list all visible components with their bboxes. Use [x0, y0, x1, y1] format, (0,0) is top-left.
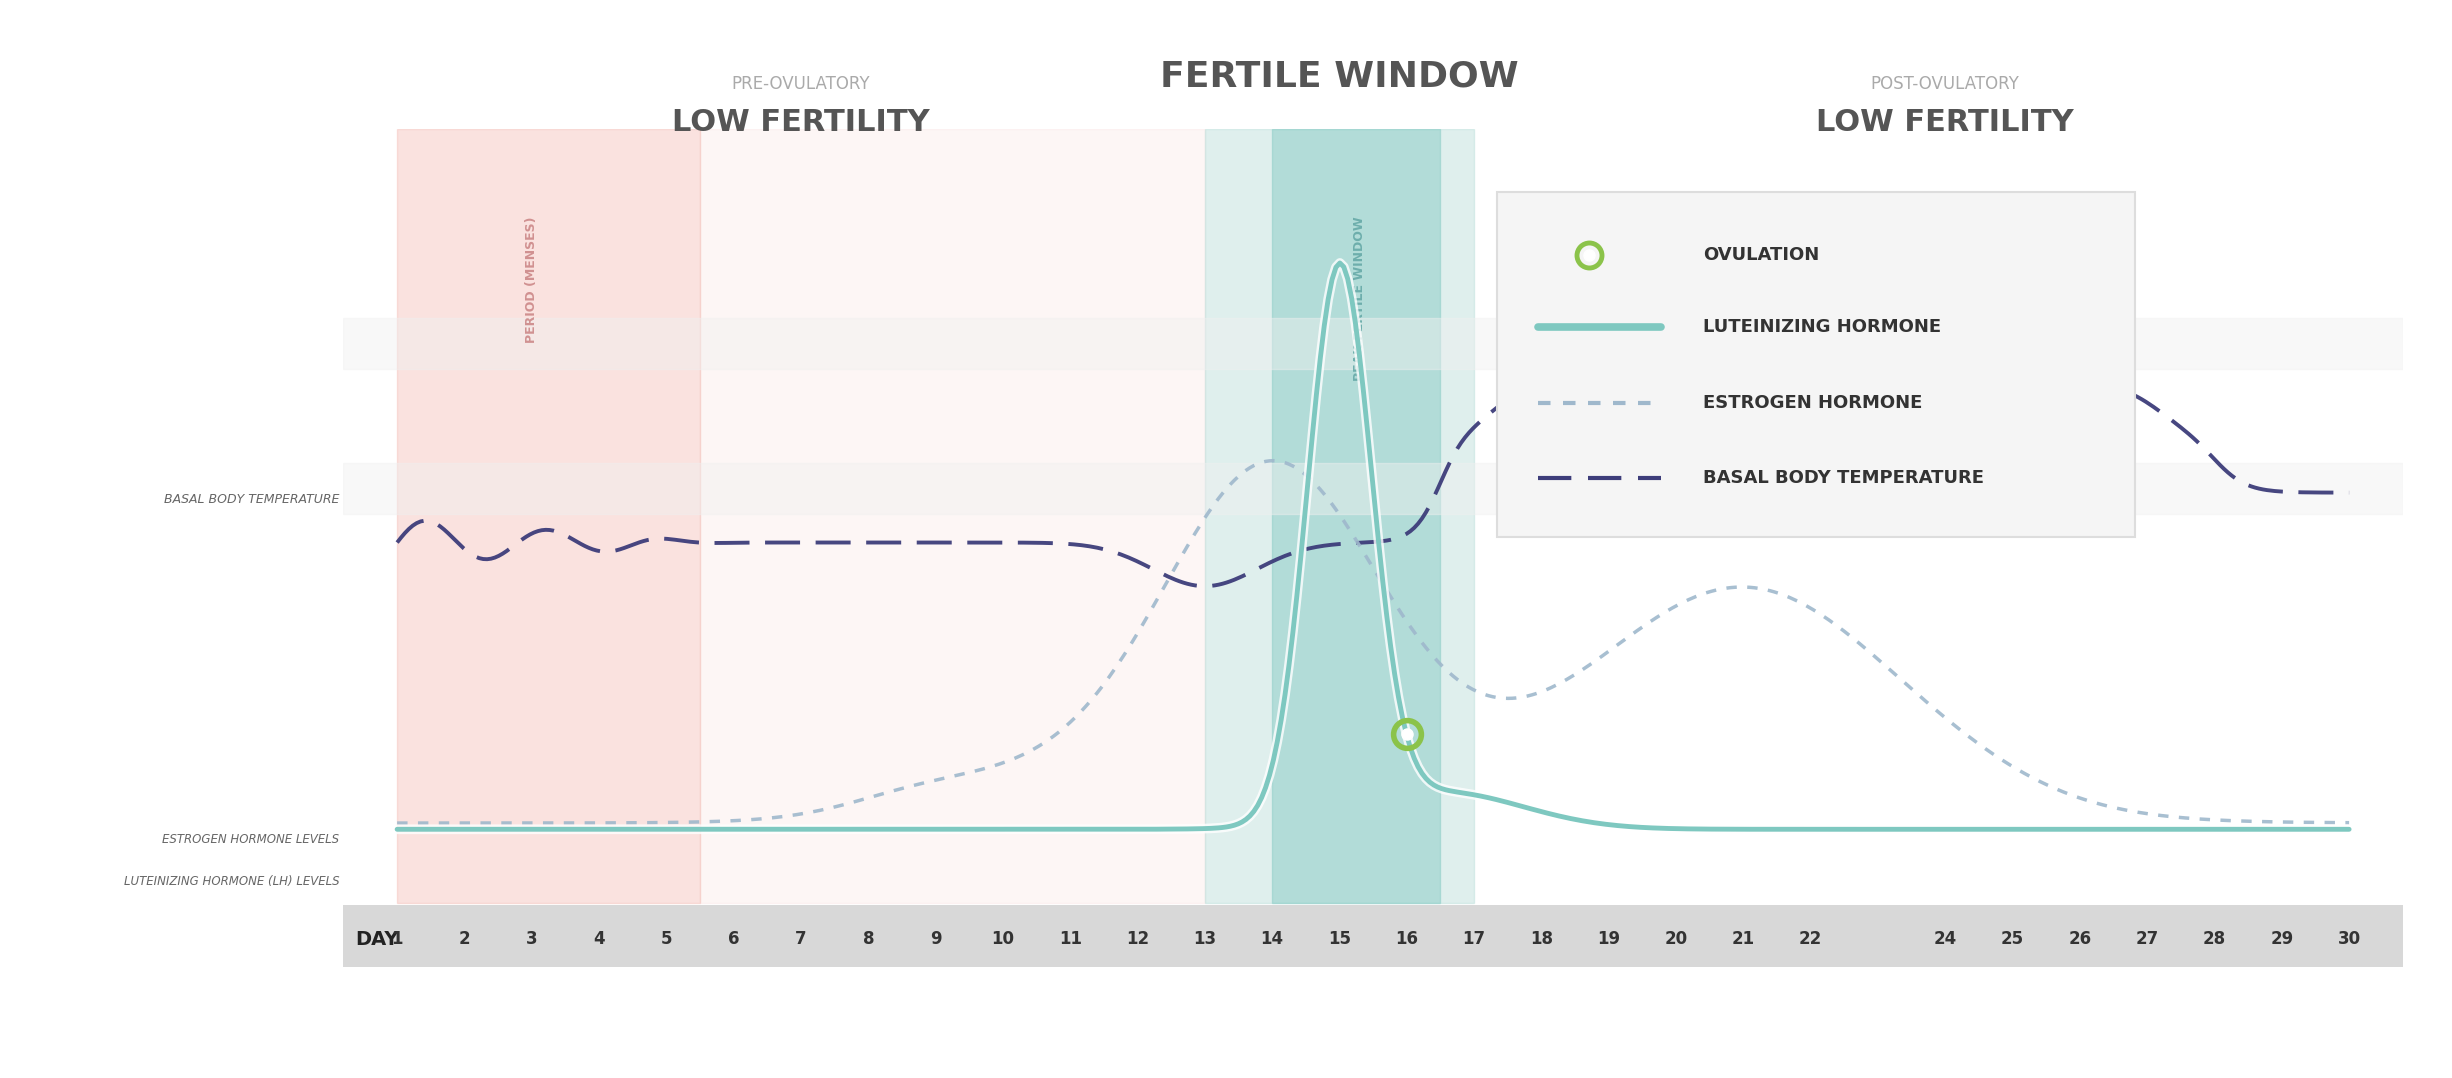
- Text: PRE-OVULATORY: PRE-OVULATORY: [731, 75, 870, 93]
- Text: 25: 25: [2001, 930, 2023, 949]
- Text: 24: 24: [1935, 930, 1957, 949]
- Text: FERTILE WINDOW: FERTILE WINDOW: [1160, 59, 1518, 93]
- Text: POST-OVULATORY: POST-OVULATORY: [1871, 75, 2020, 93]
- Text: 2: 2: [459, 930, 471, 949]
- Text: OVULATION: OVULATION: [1702, 247, 1819, 264]
- Text: 8: 8: [863, 930, 873, 949]
- Text: 26: 26: [2069, 930, 2092, 949]
- Text: LOW FERTILITY: LOW FERTILITY: [1817, 108, 2074, 137]
- Text: 30: 30: [2337, 930, 2361, 949]
- Text: 29: 29: [2271, 930, 2293, 949]
- Text: 9: 9: [929, 930, 942, 949]
- FancyBboxPatch shape: [343, 904, 2403, 967]
- Text: LOW FERTILITY: LOW FERTILITY: [672, 108, 929, 137]
- Text: 28: 28: [2202, 930, 2226, 949]
- Text: 5: 5: [660, 930, 672, 949]
- Text: 19: 19: [1596, 930, 1621, 949]
- Bar: [699, 129, 1204, 903]
- Text: 15: 15: [1329, 930, 1351, 949]
- Bar: [1204, 129, 1474, 903]
- Text: 20: 20: [1665, 930, 1687, 949]
- Text: 27: 27: [2136, 930, 2158, 949]
- Text: 7: 7: [794, 930, 807, 949]
- Text: 12: 12: [1125, 930, 1150, 949]
- Bar: [343, 462, 2403, 513]
- Text: 18: 18: [1530, 930, 1552, 949]
- Text: 17: 17: [1461, 930, 1486, 949]
- Text: BASAL BODY TEMPERATURE: BASAL BODY TEMPERATURE: [164, 493, 338, 506]
- Text: 14: 14: [1260, 930, 1285, 949]
- Bar: [1273, 129, 1439, 903]
- Text: LUTEINIZING HORMONE: LUTEINIZING HORMONE: [1702, 318, 1942, 336]
- Text: 13: 13: [1194, 930, 1216, 949]
- Bar: [397, 129, 699, 903]
- Text: 16: 16: [1395, 930, 1417, 949]
- Text: ESTROGEN HORMONE LEVELS: ESTROGEN HORMONE LEVELS: [162, 833, 338, 846]
- Text: BASAL BODY TEMPERATURE: BASAL BODY TEMPERATURE: [1702, 469, 1984, 487]
- Text: 4: 4: [593, 930, 606, 949]
- Text: PERIOD (MENSES): PERIOD (MENSES): [525, 217, 539, 343]
- Text: 3: 3: [525, 930, 537, 949]
- Text: DAY: DAY: [356, 930, 400, 949]
- Text: 1: 1: [392, 930, 402, 949]
- Text: LUTEINIZING HORMONE (LH) LEVELS: LUTEINIZING HORMONE (LH) LEVELS: [123, 875, 338, 888]
- Text: 11: 11: [1059, 930, 1081, 949]
- FancyBboxPatch shape: [1496, 192, 2136, 537]
- Text: 22: 22: [1800, 930, 1822, 949]
- Text: ESTROGEN HORMONE: ESTROGEN HORMONE: [1702, 393, 1922, 412]
- Text: 21: 21: [1731, 930, 1756, 949]
- Text: PEAK FERTILE WINDOW: PEAK FERTILE WINDOW: [1354, 217, 1366, 381]
- Bar: [343, 318, 2403, 369]
- Text: 10: 10: [991, 930, 1015, 949]
- Text: 6: 6: [728, 930, 741, 949]
